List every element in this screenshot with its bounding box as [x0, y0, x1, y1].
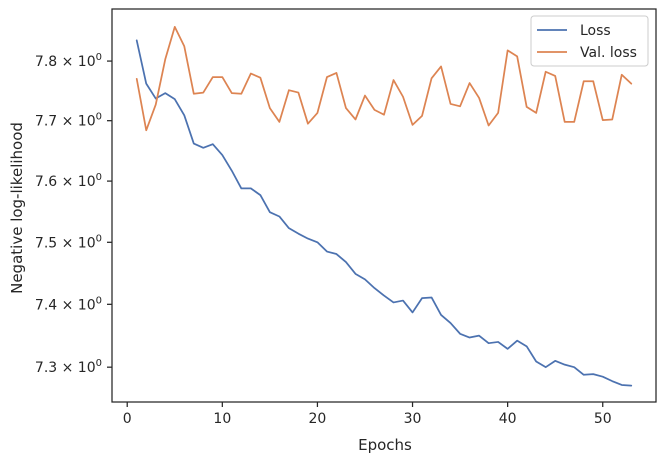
x-tick-label: 0 — [123, 411, 132, 427]
series-line-loss — [135, 39, 633, 387]
y-tick-label: 7.5 × 100 — [35, 233, 102, 251]
y-tick-label: 7.8 × 100 — [35, 52, 102, 70]
legend-label: Val. loss — [580, 45, 637, 61]
y-axis: 7.3 × 100 7.4 × 100 7.5 × 100 7.6 × 100 7.7 … — [35, 52, 112, 376]
y-tick-label: 7.4 × 100 — [35, 295, 102, 313]
x-axis: 0 10 20 30 40 50 — [123, 402, 612, 427]
series-line-val-loss — [135, 25, 633, 132]
x-tick-label: 30 — [404, 411, 422, 427]
plot-area — [111, 8, 657, 403]
x-tick-label: 50 — [594, 411, 612, 427]
legend-label: Loss — [580, 23, 611, 39]
y-tick-label: 7.7 × 100 — [35, 112, 102, 130]
legend-box — [530, 15, 649, 67]
x-tick-label: 10 — [213, 411, 231, 427]
y-tick-label: 7.3 × 100 — [35, 358, 102, 376]
legend: Loss Val. loss — [530, 15, 649, 67]
x-tick-label: 40 — [499, 411, 517, 427]
y-axis-label: Negative log-likelihood — [8, 122, 26, 294]
plot-frame — [111, 8, 657, 403]
y-tick-label: 7.6 × 100 — [35, 172, 102, 190]
x-axis-label: Epochs — [358, 436, 412, 454]
x-tick-label: 20 — [309, 411, 327, 427]
